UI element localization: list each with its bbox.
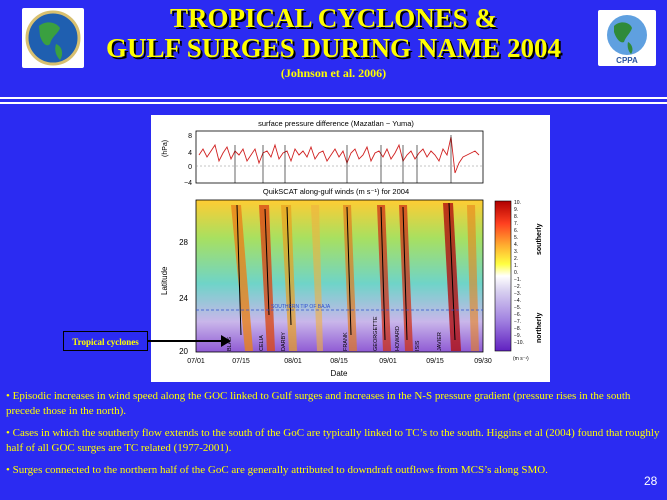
svg-text:−7.: −7. bbox=[514, 319, 521, 325]
svg-text:−3.: −3. bbox=[514, 291, 521, 297]
bullet-item: • Surges connected to the northern half … bbox=[6, 464, 548, 476]
storm-label: JAVIER bbox=[437, 332, 443, 351]
slide-title-line2: GULF SURGES DURING NAME 2004 bbox=[105, 33, 562, 63]
pressure-series bbox=[198, 136, 480, 174]
svg-text:10.: 10. bbox=[514, 200, 521, 206]
colorbar-unit: (m s⁻¹) bbox=[513, 356, 529, 362]
svg-text:7.: 7. bbox=[514, 221, 518, 227]
pressure-ytick: 8 bbox=[188, 133, 192, 140]
pressure-ylabel: (hPa) bbox=[162, 140, 169, 157]
svg-text:−4.: −4. bbox=[514, 298, 521, 304]
svg-text:4.: 4. bbox=[514, 242, 518, 248]
date-tick: 09/30 bbox=[474, 358, 492, 365]
svg-text:1.: 1. bbox=[514, 263, 518, 269]
bullet-item: • Episodic increases in wind speed along… bbox=[6, 390, 631, 417]
svg-text:−9.: −9. bbox=[514, 333, 521, 339]
winds-title: QuikSCAT along-gulf winds (m s⁻¹) for 20… bbox=[263, 187, 409, 196]
svg-text:9.: 9. bbox=[514, 207, 518, 213]
page-number: 28 bbox=[644, 474, 658, 488]
colorbar bbox=[494, 200, 512, 352]
svg-text:0.: 0. bbox=[514, 270, 518, 276]
date-tick: 07/01 bbox=[187, 358, 205, 365]
divider-line bbox=[0, 102, 667, 104]
winds-ytick: 20 bbox=[179, 347, 188, 356]
cppa-logo: CPPA bbox=[598, 10, 656, 66]
baja-label: SOUTHERN TIP OF BAJA bbox=[271, 304, 331, 310]
pressure-ytick: 0 bbox=[188, 164, 192, 171]
date-tick: 07/15 bbox=[232, 358, 250, 365]
winds-ytick: 24 bbox=[179, 294, 188, 303]
svg-text:6.: 6. bbox=[514, 228, 518, 234]
figure-panel: surface pressure difference (Mazatlan − … bbox=[151, 115, 550, 382]
winds-ytick: 28 bbox=[179, 238, 188, 247]
svg-text:8.: 8. bbox=[514, 214, 518, 220]
pressure-title: surface pressure difference (Mazatlan − … bbox=[258, 119, 414, 128]
arrow-line bbox=[148, 340, 223, 342]
southerly-label: southerly bbox=[536, 223, 543, 255]
svg-text:2.: 2. bbox=[514, 256, 518, 262]
svg-text:−6.: −6. bbox=[514, 312, 521, 318]
svg-text:CPPA: CPPA bbox=[616, 56, 638, 65]
pressure-ytick: −4 bbox=[184, 180, 192, 187]
winds-xlabel: Date bbox=[331, 369, 348, 378]
storm-label: FRANK bbox=[343, 332, 349, 351]
date-tick: 08/01 bbox=[284, 358, 302, 365]
svg-text:−1.: −1. bbox=[514, 277, 521, 283]
slide-title-line1: TROPICAL CYCLONES & bbox=[169, 3, 498, 33]
svg-text:−2.: −2. bbox=[514, 284, 521, 290]
storm-label: ISIS bbox=[415, 340, 421, 351]
bullet-item: • Cases in which the southerly flow exte… bbox=[6, 427, 660, 454]
divider-line bbox=[0, 97, 667, 99]
svg-text:−10.: −10. bbox=[514, 340, 524, 346]
arrowhead bbox=[221, 335, 231, 347]
date-tick: 09/01 bbox=[379, 358, 397, 365]
colorbar-ticks: 10. 9. 8. 7. 6. 5. 4. 3. 2. 1. 0. −1. −2… bbox=[514, 200, 524, 346]
svg-text:3.: 3. bbox=[514, 249, 518, 255]
northerly-label: northerly bbox=[536, 313, 543, 343]
pressure-ytick: 4 bbox=[188, 150, 192, 157]
winds-ylabel: Latitude bbox=[160, 266, 169, 295]
storm-label: DARBY bbox=[281, 332, 287, 351]
date-tick: 08/15 bbox=[330, 358, 348, 365]
svg-text:−5.: −5. bbox=[514, 305, 521, 311]
name-logo bbox=[22, 8, 84, 68]
storm-label: GEORGETTE bbox=[373, 316, 379, 351]
svg-text:−8.: −8. bbox=[514, 326, 521, 332]
date-tick: 09/15 bbox=[426, 358, 444, 365]
storm-label: CELIA bbox=[259, 335, 265, 351]
citation: (Johnson et al. 2006) bbox=[280, 66, 387, 80]
storm-label: HOWARD bbox=[395, 326, 401, 351]
svg-text:5.: 5. bbox=[514, 235, 518, 241]
bullet-list: • Episodic increases in wind speed along… bbox=[6, 389, 661, 485]
tropical-cyclones-label: Tropical cyclones bbox=[63, 331, 148, 351]
